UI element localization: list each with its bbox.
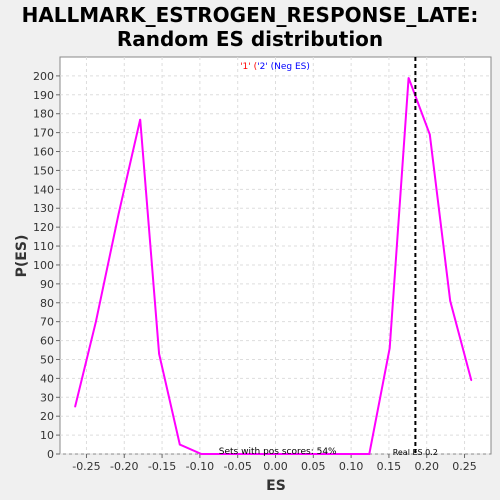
- x-tick-label: -0.25: [72, 460, 100, 473]
- grid: [60, 57, 491, 455]
- y-tick-label: 10: [40, 429, 54, 442]
- y-tick-label: 20: [40, 410, 54, 423]
- x-tick-label: 0.25: [452, 460, 477, 473]
- data-point: [283, 453, 286, 455]
- data-point: [220, 453, 222, 455]
- x-tick-label: 0.05: [301, 460, 326, 473]
- x-tick-label: -0.10: [186, 460, 214, 473]
- x-tick-label: 0.00: [263, 460, 288, 473]
- y-tick-label: 40: [40, 372, 54, 385]
- x-tick-label: -0.15: [148, 460, 176, 473]
- y-tick-label: 80: [40, 297, 54, 310]
- series-group: [74, 57, 473, 455]
- data-point: [428, 133, 431, 136]
- y-axis-label: P(ES): [14, 235, 30, 278]
- annotation-pos-scores: Sets with pos scores: 54%: [219, 447, 337, 457]
- y-tick-label: 150: [33, 164, 54, 177]
- data-point: [388, 347, 391, 349]
- y-tick-label: 200: [33, 70, 54, 83]
- data-point: [241, 453, 244, 455]
- y-tick-label: 100: [33, 259, 54, 272]
- data-point: [158, 353, 160, 355]
- x-tick-label: -0.05: [223, 460, 251, 473]
- data-point: [200, 453, 203, 455]
- y-tick-label: 130: [33, 202, 54, 215]
- x-tick-label: 0.20: [414, 460, 439, 473]
- y-tick-label: 170: [33, 127, 54, 140]
- x-tick-label: -0.20: [110, 460, 138, 473]
- legend-entry-2: '2' (Neg ES): [257, 62, 310, 72]
- legend-entry-1: '1' (: [240, 62, 257, 72]
- chart-title-line-1: HALLMARK_ESTROGEN_RESPONSE_LATE:: [21, 3, 479, 27]
- y-tick-label: 0: [47, 448, 54, 461]
- data-point: [117, 213, 120, 215]
- data-point: [179, 443, 181, 446]
- y-tick-label: 190: [33, 89, 54, 102]
- data-point: [449, 300, 451, 302]
- y-tick-label: 60: [40, 335, 54, 348]
- data-point: [139, 118, 141, 121]
- data-point: [262, 453, 265, 455]
- y-tick-label: 140: [33, 183, 54, 196]
- data-point: [326, 453, 328, 455]
- y-tick-label: 180: [33, 108, 54, 121]
- y-axis: 0 10 20 30 40 50 60 70 80 90 100 110 120 130 140 150 160…: [33, 70, 60, 461]
- chart-title-line-2: Random ES distribution: [116, 27, 384, 51]
- series-line: [74, 77, 473, 455]
- data-point: [368, 453, 371, 455]
- y-tick-label: 70: [40, 316, 54, 329]
- x-axis-label: ES: [266, 478, 286, 494]
- legend: '1' ('2' (Neg ES): [240, 62, 310, 72]
- y-tick-label: 160: [33, 146, 54, 159]
- data-point: [304, 453, 307, 455]
- annotation-real-es: Real ES 0.2: [393, 448, 438, 457]
- y-tick-label: 110: [33, 240, 54, 253]
- x-axis: -0.25 -0.20 -0.15 -0.10 -0.05 0.00 0.05 0.10 0.1…: [72, 454, 477, 473]
- data-point: [95, 320, 97, 323]
- y-tick-label: 90: [40, 278, 54, 291]
- y-tick-label: 50: [40, 353, 54, 366]
- data-point: [407, 76, 410, 79]
- x-tick-label: 0.10: [339, 460, 364, 473]
- y-tick-label: 30: [40, 391, 54, 404]
- data-point: [470, 379, 473, 382]
- x-tick-label: 0.15: [377, 460, 402, 473]
- y-tick-label: 120: [33, 221, 54, 234]
- data-point: [74, 405, 76, 408]
- data-point: [347, 453, 349, 455]
